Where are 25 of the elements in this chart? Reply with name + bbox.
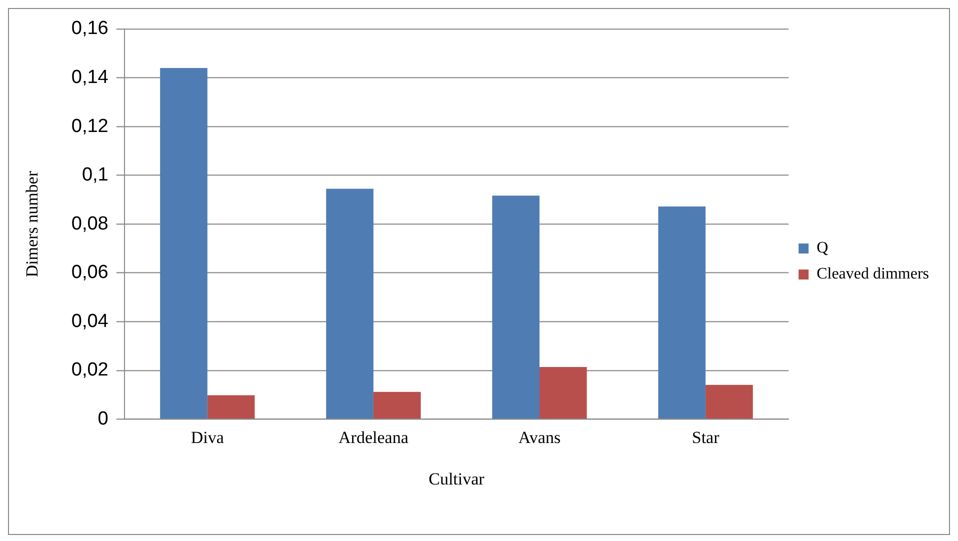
x-tick-label: Star — [692, 428, 720, 447]
y-tick-label: 0,16 — [71, 18, 108, 40]
x-tick-label: Diva — [190, 428, 224, 447]
legend-label: Cleaved dimmers — [816, 266, 930, 283]
x-tick-label: Ardeleana — [338, 428, 409, 447]
bar — [326, 188, 374, 419]
y-tick-label: 0,08 — [71, 213, 108, 234]
bar — [160, 68, 208, 419]
bar — [658, 206, 706, 419]
legend-label: Q — [816, 240, 829, 257]
bar — [373, 392, 421, 419]
x-axis-title: Cultivar — [428, 469, 485, 488]
y-tick-label: 0,1 — [82, 164, 108, 186]
y-tick-label: 0,06 — [71, 262, 108, 284]
y-tick-label: 0 — [98, 408, 108, 430]
bar — [706, 384, 753, 419]
bar — [540, 367, 587, 419]
y-tick-label: 0,02 — [71, 360, 108, 381]
y-axis-title: Dimers number — [22, 170, 42, 278]
y-tick-label: 0,12 — [71, 116, 108, 137]
y-tick-label: 0,14 — [71, 67, 109, 88]
bar — [207, 395, 255, 419]
y-tick-label: 0,04 — [71, 310, 109, 332]
bar — [492, 196, 540, 419]
x-tick-label: Avans — [518, 428, 561, 447]
